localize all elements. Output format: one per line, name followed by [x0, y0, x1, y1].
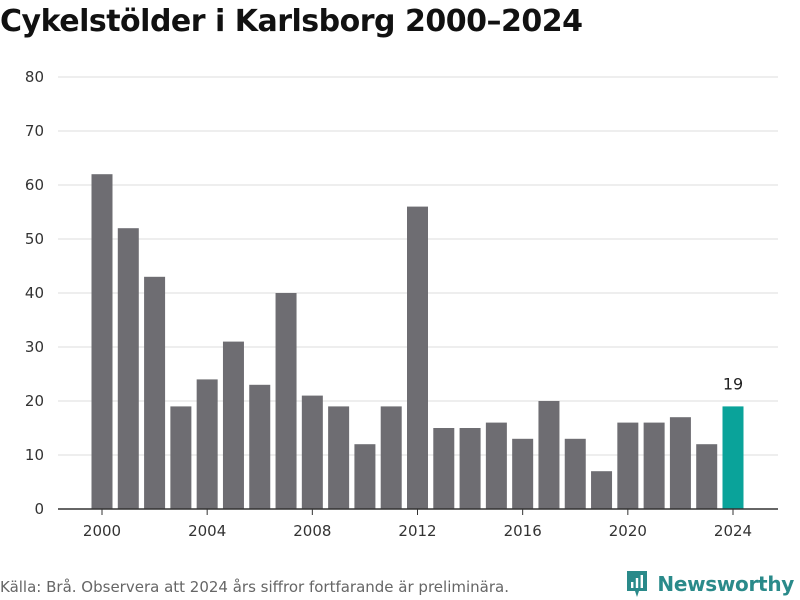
x-tick-label: 2000: [83, 522, 121, 540]
x-tick-label: 2016: [504, 522, 542, 540]
brand-logo: Newsworthy: [625, 568, 794, 600]
y-tick-label: 10: [25, 446, 44, 464]
bar-2019: [591, 471, 613, 509]
newsworthy-logo-icon: [627, 571, 648, 597]
y-axis-ticks: 0 10 20 30 40 50 60 70 80: [25, 68, 44, 518]
bars: [91, 174, 744, 509]
bar-2011: [380, 406, 402, 509]
y-tick-label: 80: [25, 68, 44, 86]
source-note: Källa: Brå. Observera att 2024 års siffr…: [0, 578, 509, 596]
bar-2017: [538, 401, 560, 509]
bar-2015: [485, 422, 507, 509]
bar-2022: [669, 417, 691, 509]
bar-2003: [170, 406, 192, 509]
bar-2013: [433, 428, 455, 509]
brand-name: Newsworthy: [657, 572, 794, 596]
chart-title: Cykelstölder i Karlsborg 2000–2024: [0, 4, 583, 39]
x-tick-label: 2012: [398, 522, 436, 540]
bar-2009: [328, 406, 350, 509]
bar-2023: [696, 444, 718, 509]
bar-2010: [354, 444, 376, 509]
bar-2014: [459, 428, 481, 509]
bar-2002: [144, 276, 166, 509]
bar-2001: [117, 228, 139, 509]
bar-2021: [643, 422, 665, 509]
bar-2008: [301, 395, 323, 509]
x-tick-label: 2008: [293, 522, 331, 540]
bar-2024: [722, 406, 744, 509]
y-tick-label: 30: [25, 338, 44, 356]
y-tick-label: 20: [25, 392, 44, 410]
bar-2006: [249, 384, 271, 509]
x-tick-label: 2004: [188, 522, 226, 540]
bar-2018: [564, 438, 586, 509]
x-tick-label: 2020: [609, 522, 647, 540]
bar-2012: [407, 206, 428, 509]
bar-2004: [196, 379, 218, 509]
bar-2016: [512, 438, 534, 509]
data-labels: 19: [723, 374, 743, 393]
x-axis-ticks: 2000 2004 2008 2012 2016 2020 2024: [83, 509, 752, 540]
y-tick-label: 60: [25, 176, 44, 194]
bar-2020: [617, 422, 639, 509]
y-tick-label: 70: [25, 122, 44, 140]
bar-2007: [275, 293, 297, 509]
bar-2005: [222, 341, 244, 509]
data-label-2024: 19: [723, 374, 743, 393]
bar-2000: [91, 174, 113, 509]
y-tick-label: 0: [34, 500, 44, 518]
y-tick-label: 50: [25, 230, 44, 248]
y-tick-label: 40: [25, 284, 44, 302]
x-tick-label: 2024: [714, 522, 752, 540]
